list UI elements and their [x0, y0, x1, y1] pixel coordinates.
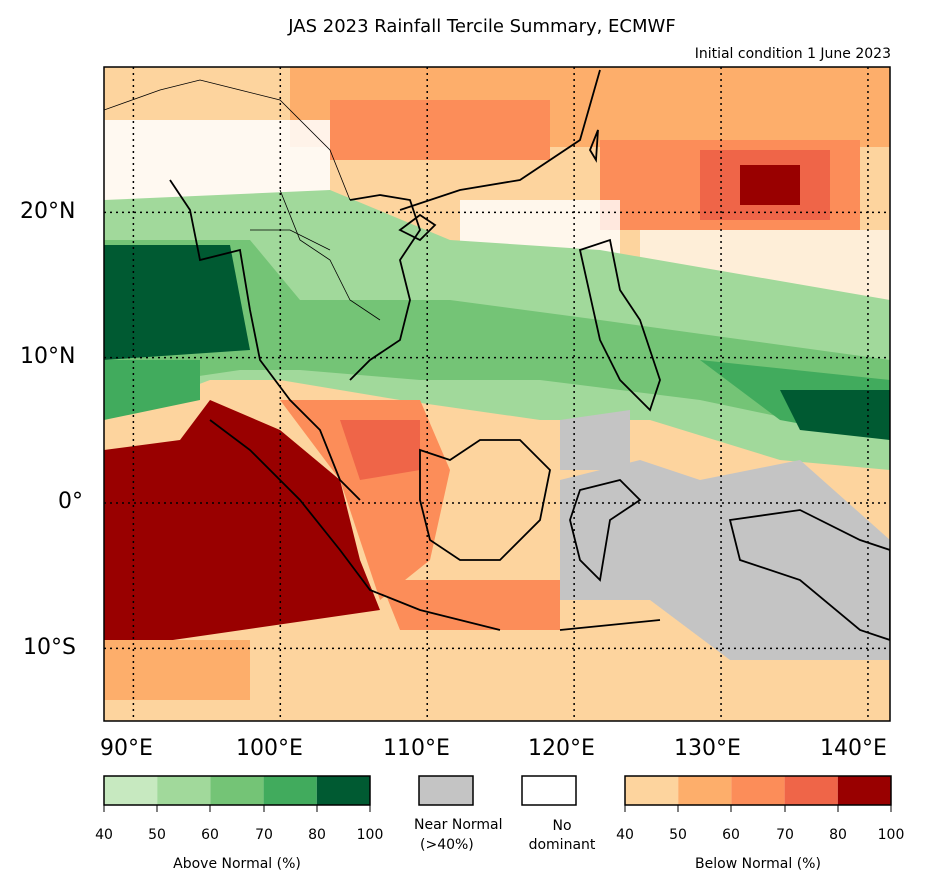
lat-label-10n: 10°N — [20, 344, 76, 369]
near-normal-label: Near Normal — [414, 817, 503, 833]
above-tick-60: 60 — [201, 827, 219, 843]
lon-label-140e: 140°E — [820, 736, 887, 761]
lon-label-130e: 130°E — [674, 736, 741, 761]
below-tick-40: 40 — [616, 827, 634, 843]
below-tick-50: 50 — [669, 827, 687, 843]
above-tick-70: 70 — [255, 827, 273, 843]
gridlines — [104, 67, 890, 721]
map-frame — [103, 66, 891, 722]
lat-label-0: 0° — [58, 489, 83, 514]
lon-label-90e: 90°E — [100, 736, 153, 761]
above-tick-40: 40 — [95, 827, 113, 843]
lat-label-10s: 10°S — [23, 635, 76, 660]
map-subtitle: Initial condition 1 June 2023 — [694, 46, 891, 62]
rainfall-field — [104, 67, 890, 721]
below-normal-label: Below Normal (%) — [695, 856, 821, 872]
lon-label-100e: 100°E — [236, 736, 303, 761]
below-tick-100: 100 — [877, 827, 905, 843]
no-dominant-label-2: dominant — [528, 837, 596, 853]
above-normal-label: Above Normal (%) — [173, 856, 301, 872]
lon-label-120e: 120°E — [528, 736, 595, 761]
coastlines — [169, 69, 890, 641]
below-tick-60: 60 — [722, 827, 740, 843]
below-tick-70: 70 — [776, 827, 794, 843]
below-tick-80: 80 — [829, 827, 847, 843]
above-tick-80: 80 — [308, 827, 326, 843]
borders — [104, 79, 381, 321]
above-tick-50: 50 — [148, 827, 166, 843]
lon-label-110e: 110°E — [383, 736, 450, 761]
map-title: JAS 2023 Rainfall Tercile Summary, ECMWF — [288, 16, 676, 37]
above-tick-100: 100 — [356, 827, 384, 843]
no-dominant-label: No — [552, 818, 572, 834]
lat-label-20n: 20°N — [20, 199, 76, 224]
near-normal-label-2: (>40%) — [420, 837, 474, 853]
